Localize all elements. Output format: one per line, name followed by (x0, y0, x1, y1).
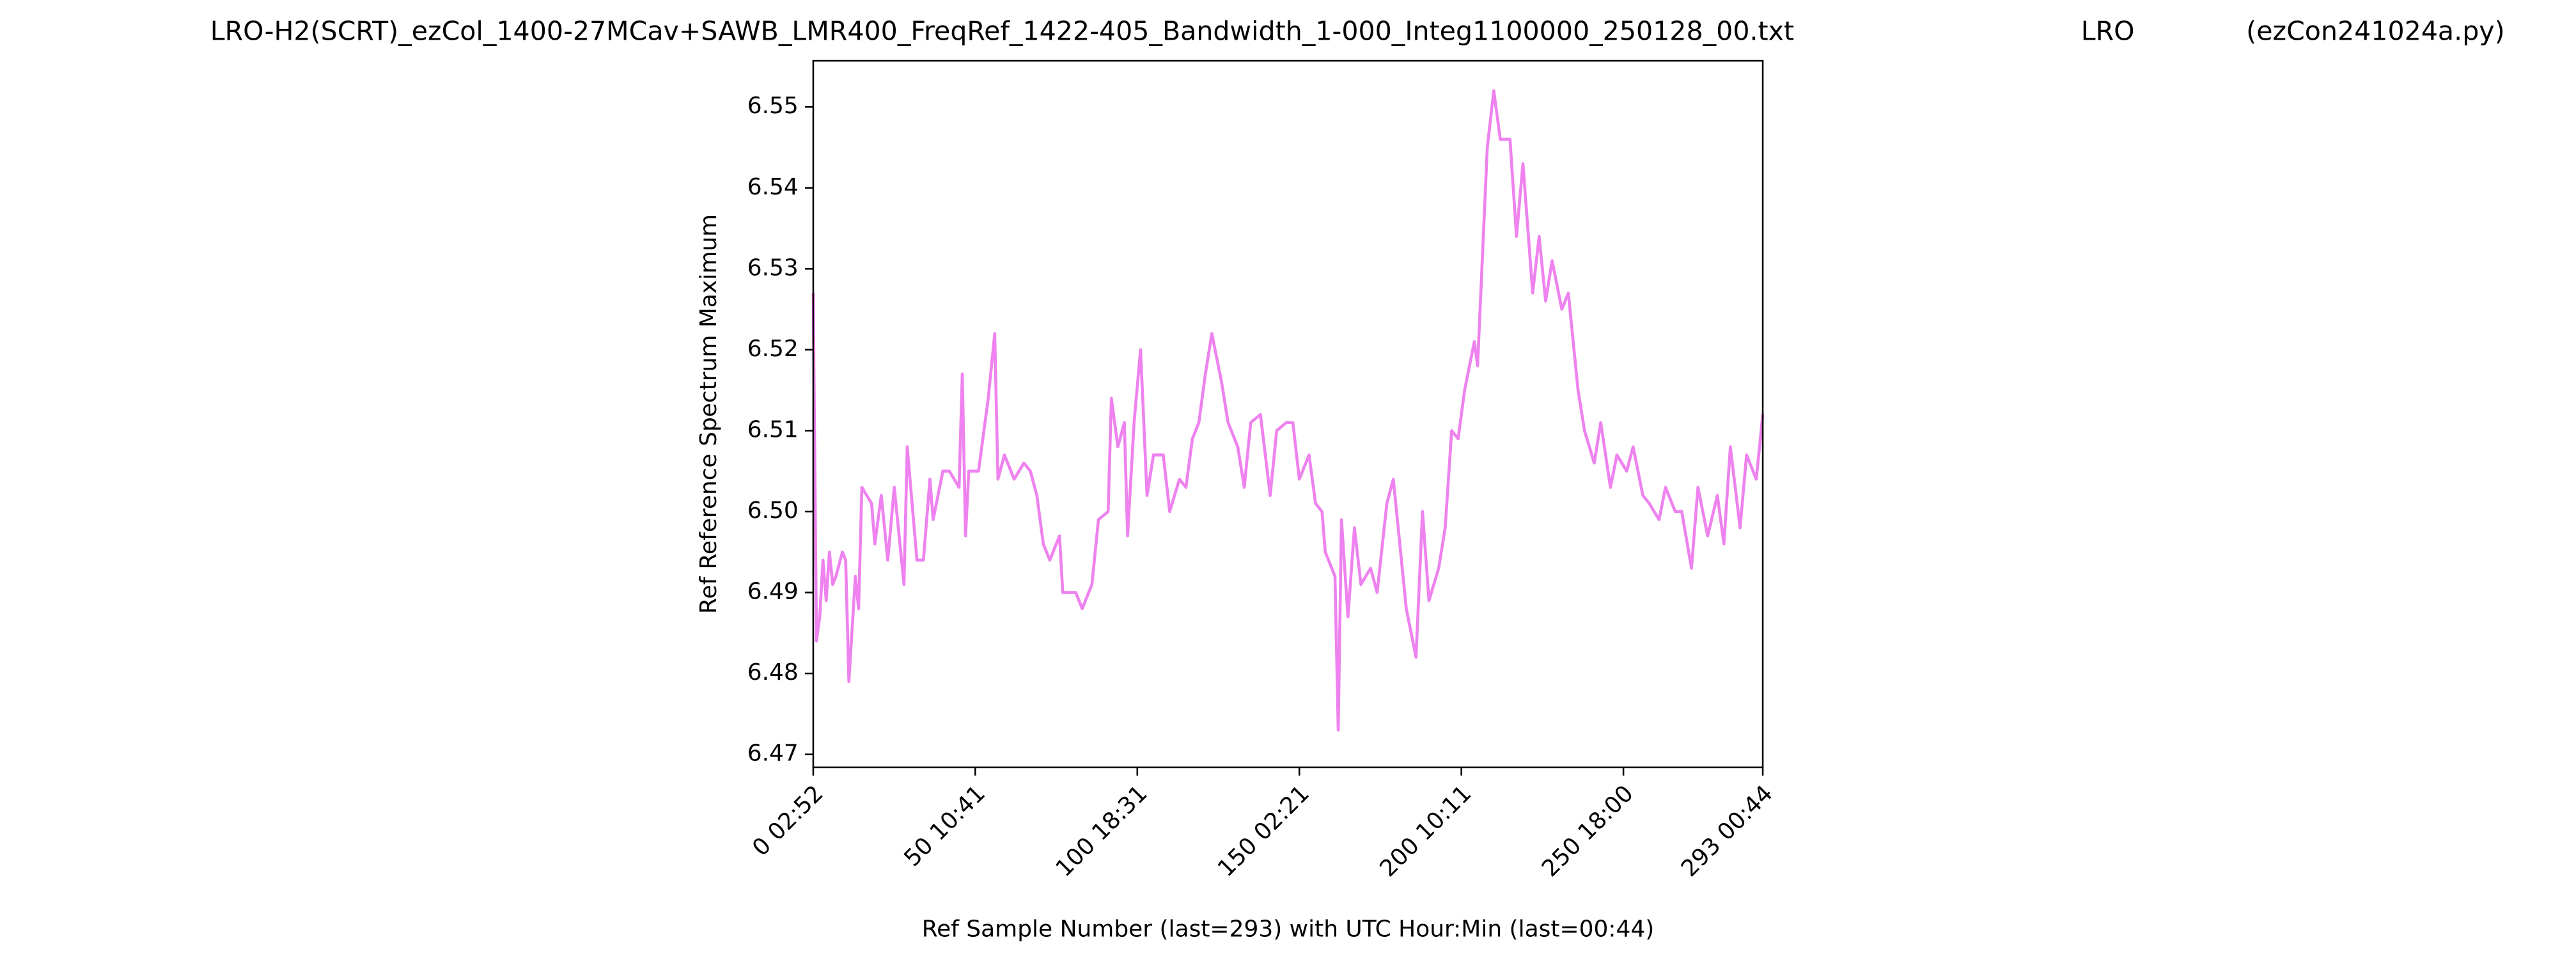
y-tick-label: 6.52 (747, 336, 799, 362)
x-tick-label: 293 00:44 (1676, 780, 1778, 882)
y-tick-label: 6.51 (747, 416, 799, 443)
x-axis-label: Ref Sample Number (last=293) with UTC Ho… (922, 916, 1655, 942)
y-tick-label: 6.50 (747, 498, 799, 524)
chart-title-right: (ezCon241024a.py) (2246, 15, 2504, 46)
plot-frame (812, 59, 1764, 769)
x-tick-label: 200 10:11 (1375, 780, 1476, 882)
y-tick-label: 6.53 (747, 255, 799, 281)
chart-title: LRO-H2(SCRT)_ezCol_1400-27MCav+SAWB_LMR4… (210, 15, 1794, 46)
y-tick-label: 6.54 (747, 174, 799, 200)
data-line (811, 89, 1765, 732)
y-tick-label: 6.47 (747, 741, 799, 767)
x-tick-label: 50 10:41 (899, 780, 990, 872)
x-tick-label: 150 02:21 (1213, 780, 1315, 882)
y-tick-label: 6.55 (747, 93, 799, 119)
y-tick-label: 6.48 (747, 659, 799, 686)
x-tick-label: 0 02:52 (747, 780, 829, 861)
x-tick-label: 100 18:31 (1051, 780, 1153, 882)
y-axis-label: Ref Reference Spectrum Maximum (696, 214, 722, 614)
x-tick-label: 250 18:00 (1537, 780, 1639, 882)
chart-title-center: LRO (2081, 15, 2135, 46)
y-tick-label: 6.49 (747, 579, 799, 605)
